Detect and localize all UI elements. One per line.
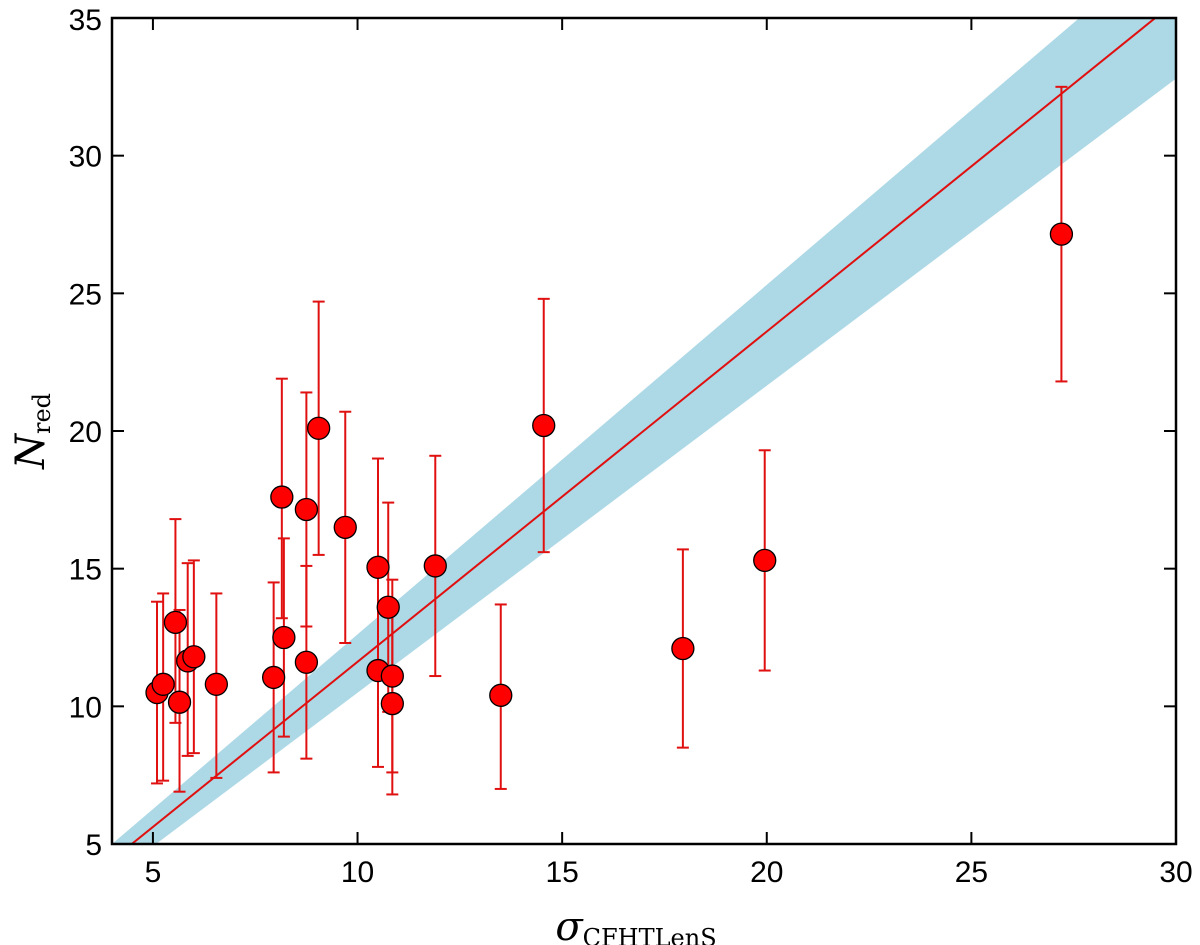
x-tick-label: 25 [955,856,988,889]
data-point [307,416,331,440]
y-tick-label: 25 [69,278,102,311]
data-point [489,683,513,707]
data-point [182,645,206,669]
data-point [380,691,404,716]
tick-layer: 5 10 15 20 25 30 5 10 15 20 25 30 35 [69,4,1193,889]
x-tick-label: 5 [145,856,162,889]
data-point [423,554,447,578]
x-tick-label: 15 [545,856,578,889]
data-point [333,515,357,540]
x-axis-label-subscript: CFHTLenS [583,924,717,945]
data-point [1049,222,1074,246]
y-axis-label: Nred [8,393,56,470]
plot-frame [110,16,1178,846]
fit-line [130,18,1157,844]
y-axis-label-symbol: N [8,432,54,470]
data-point [671,636,695,661]
x-axis-label: σCFHTLenS [555,904,716,945]
svg-text:Nred: Nred [8,393,56,470]
data-point [167,690,192,714]
y-tick-label: 20 [69,416,102,449]
svg-text:σCFHTLenS: σCFHTLenS [555,904,716,945]
data-point [163,610,188,635]
y-tick-label: 15 [69,554,102,587]
data-point-layer [145,222,1074,716]
data-point [366,555,390,579]
confidence-band-layer [112,18,1176,844]
data-point [261,665,286,690]
y-tick-label: 10 [69,691,102,724]
data-point [151,672,175,696]
data-point [532,413,556,438]
x-axis-label-symbol: σ [555,904,584,945]
data-point [753,548,777,573]
x-tick-label: 10 [341,856,374,889]
data-point [380,664,404,688]
data-point [204,672,229,696]
data-point [270,485,294,509]
y-axis-label-subscript: red [28,393,56,434]
y-tick-label: 35 [69,4,102,37]
data-point [294,497,319,522]
data-point [376,595,400,619]
data-point [294,650,319,674]
x-tick-label: 20 [750,856,783,889]
confidence-band [112,18,1176,844]
x-tick-label: 30 [1159,856,1192,889]
y-tick-label: 5 [85,829,102,862]
y-tick-label: 30 [69,141,102,174]
data-point [272,625,296,650]
fit-line-layer [130,18,1157,844]
